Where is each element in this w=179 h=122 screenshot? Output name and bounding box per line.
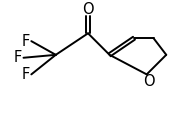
Text: O: O	[82, 2, 94, 17]
Text: F: F	[21, 34, 30, 49]
Text: F: F	[14, 50, 22, 65]
Text: F: F	[21, 67, 30, 82]
Text: O: O	[143, 74, 154, 89]
